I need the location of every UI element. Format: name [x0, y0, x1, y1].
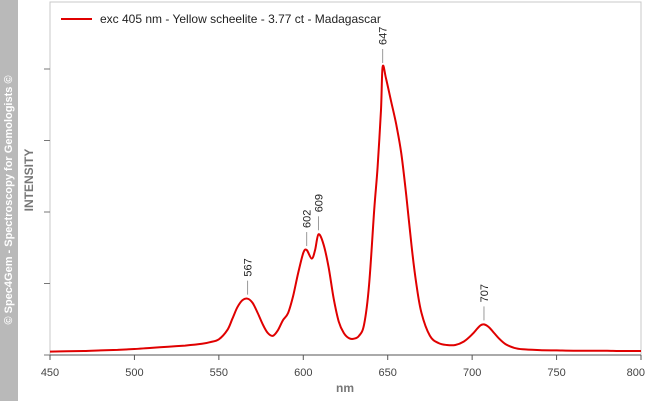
- peak-label: 647: [378, 27, 390, 45]
- peak-label: 609: [313, 194, 325, 212]
- x-tick-label: 600: [294, 367, 312, 379]
- y-axis-ticks: [44, 68, 50, 356]
- x-tick-label: 650: [379, 367, 397, 379]
- peak-label: 602: [302, 210, 314, 228]
- y-axis-title: INTENSITY: [22, 149, 36, 212]
- peak-label: 707: [479, 284, 491, 302]
- x-tick-label: 500: [125, 367, 143, 379]
- x-tick-label: 550: [210, 367, 228, 379]
- x-tick-label: 800: [627, 367, 645, 379]
- peak-label: 567: [243, 258, 255, 276]
- watermark-band: © Spec4Gem - Spectroscopy for Gemologist…: [0, 0, 18, 401]
- x-tick-label: 700: [463, 367, 481, 379]
- series-line: [49, 64, 641, 353]
- x-axis-title: nm: [336, 381, 354, 395]
- x-axis-ticks: 450 500 550 600 650 700 750 800: [41, 355, 645, 379]
- x-tick-label: 750: [547, 367, 565, 379]
- legend-label: exc 405 nm - Yellow scheelite - 3.77 ct …: [100, 12, 381, 26]
- x-tick-label: 450: [41, 367, 59, 379]
- plot-frame: [49, 1, 642, 356]
